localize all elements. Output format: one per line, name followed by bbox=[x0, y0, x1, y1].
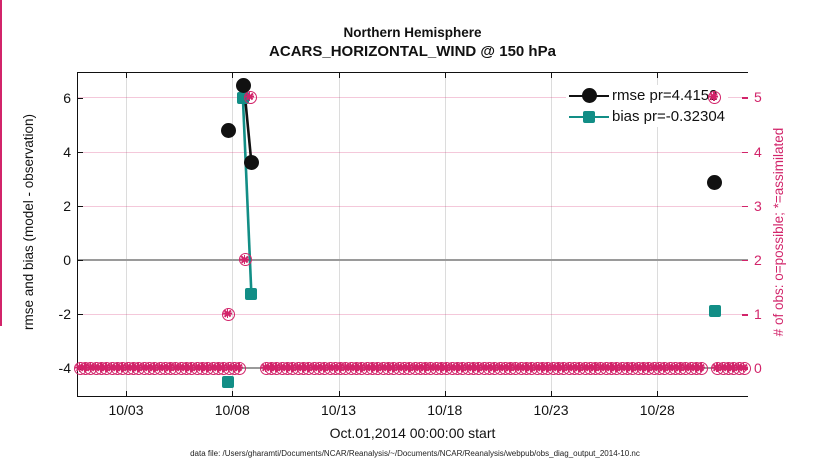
x-gridline bbox=[232, 72, 234, 397]
rmse-point bbox=[243, 155, 259, 170]
bias-point bbox=[245, 287, 258, 300]
h-gridline bbox=[77, 314, 748, 316]
x-tick-label: 10/08 bbox=[214, 402, 250, 418]
rmse-point bbox=[707, 175, 723, 191]
obs-count-marker bbox=[243, 90, 257, 104]
x-gridline bbox=[444, 72, 446, 397]
y-right-tick-label: 2 bbox=[754, 251, 762, 268]
y-left-tickmark bbox=[77, 97, 83, 99]
obs-count-marker bbox=[221, 307, 235, 321]
asterisk-icon bbox=[739, 363, 750, 374]
zero-obs-marker bbox=[695, 361, 709, 375]
h-gridline bbox=[77, 151, 748, 153]
x-tickmark-top bbox=[551, 72, 553, 78]
y-right-tickmark bbox=[742, 97, 748, 99]
data-file-caption: data file: /Users/gharamti/Documents/NCA… bbox=[190, 449, 640, 458]
asterisk-icon bbox=[245, 92, 256, 103]
obs-count-marker bbox=[238, 253, 252, 267]
y-right-tickmark bbox=[742, 259, 748, 262]
y-left-tick-label: 0 bbox=[63, 252, 71, 268]
asterisk-icon bbox=[240, 254, 251, 265]
y-left-tickmark bbox=[77, 205, 83, 208]
y-left-tickmark bbox=[77, 151, 83, 153]
x-tickmark-top bbox=[657, 72, 659, 78]
bias-point bbox=[708, 304, 721, 317]
x-tickmark-top bbox=[232, 72, 234, 78]
x-axis-label: Oct.01,2014 00:00:00 start bbox=[329, 425, 496, 441]
x-tick-label: 10/23 bbox=[533, 402, 569, 418]
x-tickmark-top bbox=[126, 72, 128, 78]
rmse-legend-marker-icon bbox=[569, 86, 609, 105]
x-tickmark bbox=[338, 391, 340, 397]
x-tick-label: 10/13 bbox=[320, 402, 357, 418]
zero-obs-marker bbox=[737, 361, 751, 375]
y-right-tickmark bbox=[742, 314, 748, 316]
y-left-tick-label: 6 bbox=[63, 89, 71, 106]
x-tickmark bbox=[232, 391, 234, 397]
legend: rmse pr=4.4152 bias pr=-0.32304 bbox=[566, 85, 728, 127]
y-left-tick-label: -2 bbox=[58, 306, 71, 323]
asterisk-icon bbox=[223, 309, 234, 320]
x-gridline bbox=[338, 72, 340, 397]
x-tickmark-top bbox=[444, 72, 446, 78]
y-left-tick-label: -4 bbox=[58, 360, 71, 377]
asterisk-icon bbox=[709, 92, 720, 103]
y-right-tick-label: 4 bbox=[754, 143, 762, 160]
asterisk-icon bbox=[696, 363, 707, 374]
y-left-tickmark bbox=[77, 260, 83, 262]
left-axis-spine bbox=[77, 72, 79, 397]
y-right-tick-label: 1 bbox=[754, 306, 762, 323]
bottom-axis-spine bbox=[77, 396, 748, 398]
legend-item-bias: bias pr=-0.32304 bbox=[569, 107, 725, 126]
asterisk-icon bbox=[234, 363, 245, 374]
x-gridline bbox=[551, 72, 552, 397]
right-axis-spine bbox=[0, 0, 2, 326]
bias-point bbox=[222, 375, 234, 388]
x-tickmark bbox=[551, 391, 553, 397]
zero-obs-marker bbox=[233, 361, 247, 375]
bias-legend-marker-icon bbox=[569, 107, 609, 126]
rmse-point bbox=[220, 122, 236, 138]
x-tick-label: 10/18 bbox=[427, 402, 463, 418]
x-tick-label: 10/28 bbox=[639, 402, 675, 418]
x-gridline bbox=[126, 72, 127, 397]
y-right-tickmark bbox=[742, 151, 748, 153]
x-tickmark-top bbox=[338, 72, 340, 78]
x-tickmark bbox=[126, 391, 128, 397]
x-gridline bbox=[657, 72, 659, 397]
left-zero-line bbox=[77, 259, 748, 261]
y-left-tickmark bbox=[77, 314, 83, 316]
x-tick-label: 10/03 bbox=[108, 402, 144, 418]
y-right-tick-label: 3 bbox=[754, 197, 762, 214]
legend-item-rmse: rmse pr=4.4152 bbox=[569, 86, 725, 105]
h-gridline bbox=[77, 205, 748, 207]
chart-subtitle: ACARS_HORIZONTAL_WIND @ 150 hPa bbox=[269, 43, 556, 60]
legend-label-bias: bias pr=-0.32304 bbox=[612, 108, 725, 125]
y-right-tick-label: 5 bbox=[754, 89, 762, 106]
x-tickmark bbox=[657, 391, 659, 397]
y-right-tick-label: 0 bbox=[754, 360, 762, 377]
chart-title: Northern Hemisphere bbox=[343, 25, 482, 40]
top-axis-spine bbox=[77, 72, 748, 74]
x-tickmark bbox=[444, 391, 446, 397]
y-left-tick-label: 4 bbox=[63, 143, 71, 160]
legend-label-rmse: rmse pr=4.4152 bbox=[612, 87, 718, 104]
y-right-tickmark bbox=[742, 205, 748, 208]
y-left-tick-label: 2 bbox=[63, 197, 71, 214]
obs-count-marker bbox=[708, 90, 722, 104]
h-gridline bbox=[77, 97, 748, 99]
